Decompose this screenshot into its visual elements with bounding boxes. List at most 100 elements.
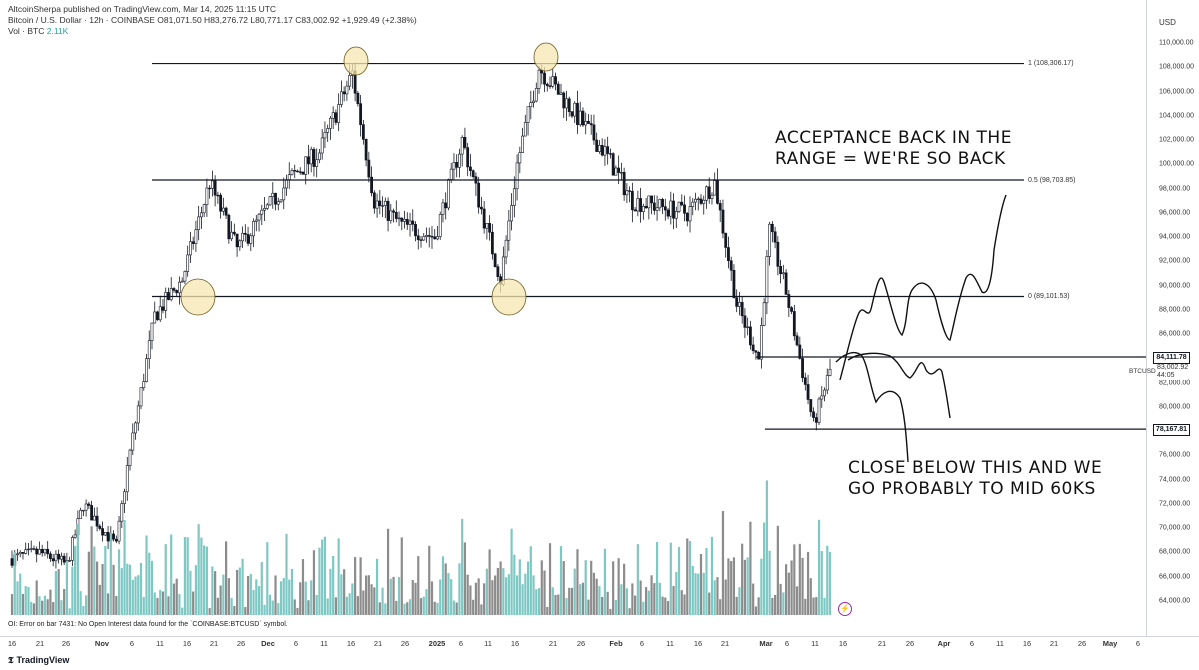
- price-tick: 82,000.00: [1159, 379, 1191, 387]
- volume-bar: [194, 565, 198, 615]
- time-tick: 16: [1022, 639, 1032, 648]
- volume-bar: [631, 583, 634, 615]
- candle-body: [452, 162, 456, 170]
- candle-body: [504, 239, 508, 258]
- volume-bar: [263, 604, 266, 615]
- candle-body: [595, 139, 599, 152]
- volume-bar: [598, 586, 601, 615]
- price-tick: 88,000.00: [1159, 306, 1191, 314]
- candle-body: [164, 292, 168, 311]
- candle-body: [677, 201, 681, 212]
- candle-body: [263, 208, 266, 211]
- volume-bar: [430, 581, 434, 615]
- volume-bar: [559, 546, 563, 615]
- volume-bar: [782, 592, 785, 615]
- volume-bar: [321, 539, 324, 615]
- volume-bar: [222, 574, 225, 615]
- candle-body: [150, 322, 154, 341]
- volume-bar: [411, 580, 414, 615]
- volume-bar: [798, 543, 801, 615]
- candle-body: [282, 187, 286, 201]
- price-tick: 100,000.00: [1159, 160, 1195, 168]
- volume-bar: [447, 573, 450, 615]
- volume-bar: [348, 593, 351, 615]
- candle-body: [60, 555, 63, 560]
- volume-bar: [351, 583, 354, 615]
- candle-body: [526, 106, 530, 123]
- time-axis[interactable]: 16 21 26 Nov 6 11 16 21 26 Dec 6 11 16 21 26 2025 6 11 16 2…: [0, 636, 1199, 651]
- volume-bar: [474, 582, 478, 615]
- volume-bar: [642, 601, 645, 615]
- volume-bar: [367, 575, 370, 615]
- candle-body: [370, 176, 373, 194]
- candle-body: [219, 194, 223, 212]
- volume-bar: [639, 580, 642, 615]
- volume-bar: [655, 542, 659, 615]
- annotation-breakdown-line2: GO PROBABLY TO MID 60KS: [848, 479, 1096, 499]
- volume-bar: [101, 564, 104, 615]
- candle-body: [323, 132, 327, 139]
- candle-body: [57, 553, 61, 560]
- candle-body: [172, 288, 176, 291]
- volume-bar: [444, 563, 447, 615]
- volume-bar: [362, 590, 365, 615]
- volume-bar: [644, 587, 648, 615]
- bearish-scenario-path: [835, 351, 909, 463]
- candle-body: [112, 533, 115, 540]
- candle-body: [169, 288, 173, 300]
- volume-bar: [735, 596, 738, 615]
- volume-bar: [746, 557, 749, 615]
- volume-bar: [743, 559, 747, 615]
- candle-body: [683, 204, 686, 214]
- candle-body: [16, 553, 19, 556]
- candle-body: [609, 153, 612, 155]
- candle-body: [570, 111, 574, 117]
- candle-body: [672, 200, 675, 219]
- volume-bar: [299, 582, 302, 615]
- ohlc-line: Bitcoin / U.S. Dollar · 12h · COINBASE O…: [8, 15, 417, 26]
- candle-body: [488, 223, 492, 233]
- volume-bar: [672, 586, 675, 615]
- price-chart[interactable]: [0, 0, 1146, 636]
- candle-body: [296, 170, 299, 173]
- lightning-icon[interactable]: ⚡: [838, 602, 852, 616]
- volume-bar: [93, 546, 96, 615]
- candle-body: [232, 231, 236, 235]
- candle-body: [243, 232, 247, 235]
- price-axis[interactable]: USD 110,000.00 108,000.00 106,000.00 104,00…: [1146, 0, 1199, 636]
- candle-body: [106, 531, 110, 542]
- candle-body: [655, 207, 659, 211]
- candle-body: [186, 254, 190, 272]
- candle-body: [21, 552, 25, 554]
- volume-bar: [458, 563, 461, 615]
- volume-bar: [95, 561, 99, 615]
- volume-bar: [35, 580, 38, 615]
- candle-body: [342, 91, 346, 95]
- volume-bar: [677, 546, 681, 615]
- candle-body: [781, 272, 785, 275]
- candle-body: [161, 306, 165, 311]
- volume-bar: [529, 546, 532, 615]
- volume-bar: [801, 557, 804, 615]
- candle-body: [762, 302, 766, 326]
- volume-bar: [428, 545, 431, 615]
- last-price-value: 83,002.92: [1157, 364, 1189, 371]
- candle-body: [79, 509, 83, 519]
- candle-body: [479, 206, 483, 210]
- volume-bar: [719, 599, 722, 615]
- volume-bar: [386, 528, 390, 615]
- candle-body: [227, 214, 231, 240]
- volume-bar: [680, 590, 683, 615]
- volume-bar: [741, 543, 744, 615]
- chart-header: AltcoinSherpa published on TradingView.c…: [8, 4, 417, 37]
- volume-bar: [666, 601, 670, 615]
- candle-body: [551, 76, 555, 87]
- candle-body: [718, 203, 722, 211]
- volume-bar: [570, 587, 574, 615]
- volume-bar: [359, 557, 362, 615]
- candle-body: [117, 520, 121, 542]
- volume-bar: [721, 511, 725, 615]
- candle-body: [309, 149, 313, 165]
- candle-body: [532, 100, 535, 103]
- candle-body: [768, 223, 772, 257]
